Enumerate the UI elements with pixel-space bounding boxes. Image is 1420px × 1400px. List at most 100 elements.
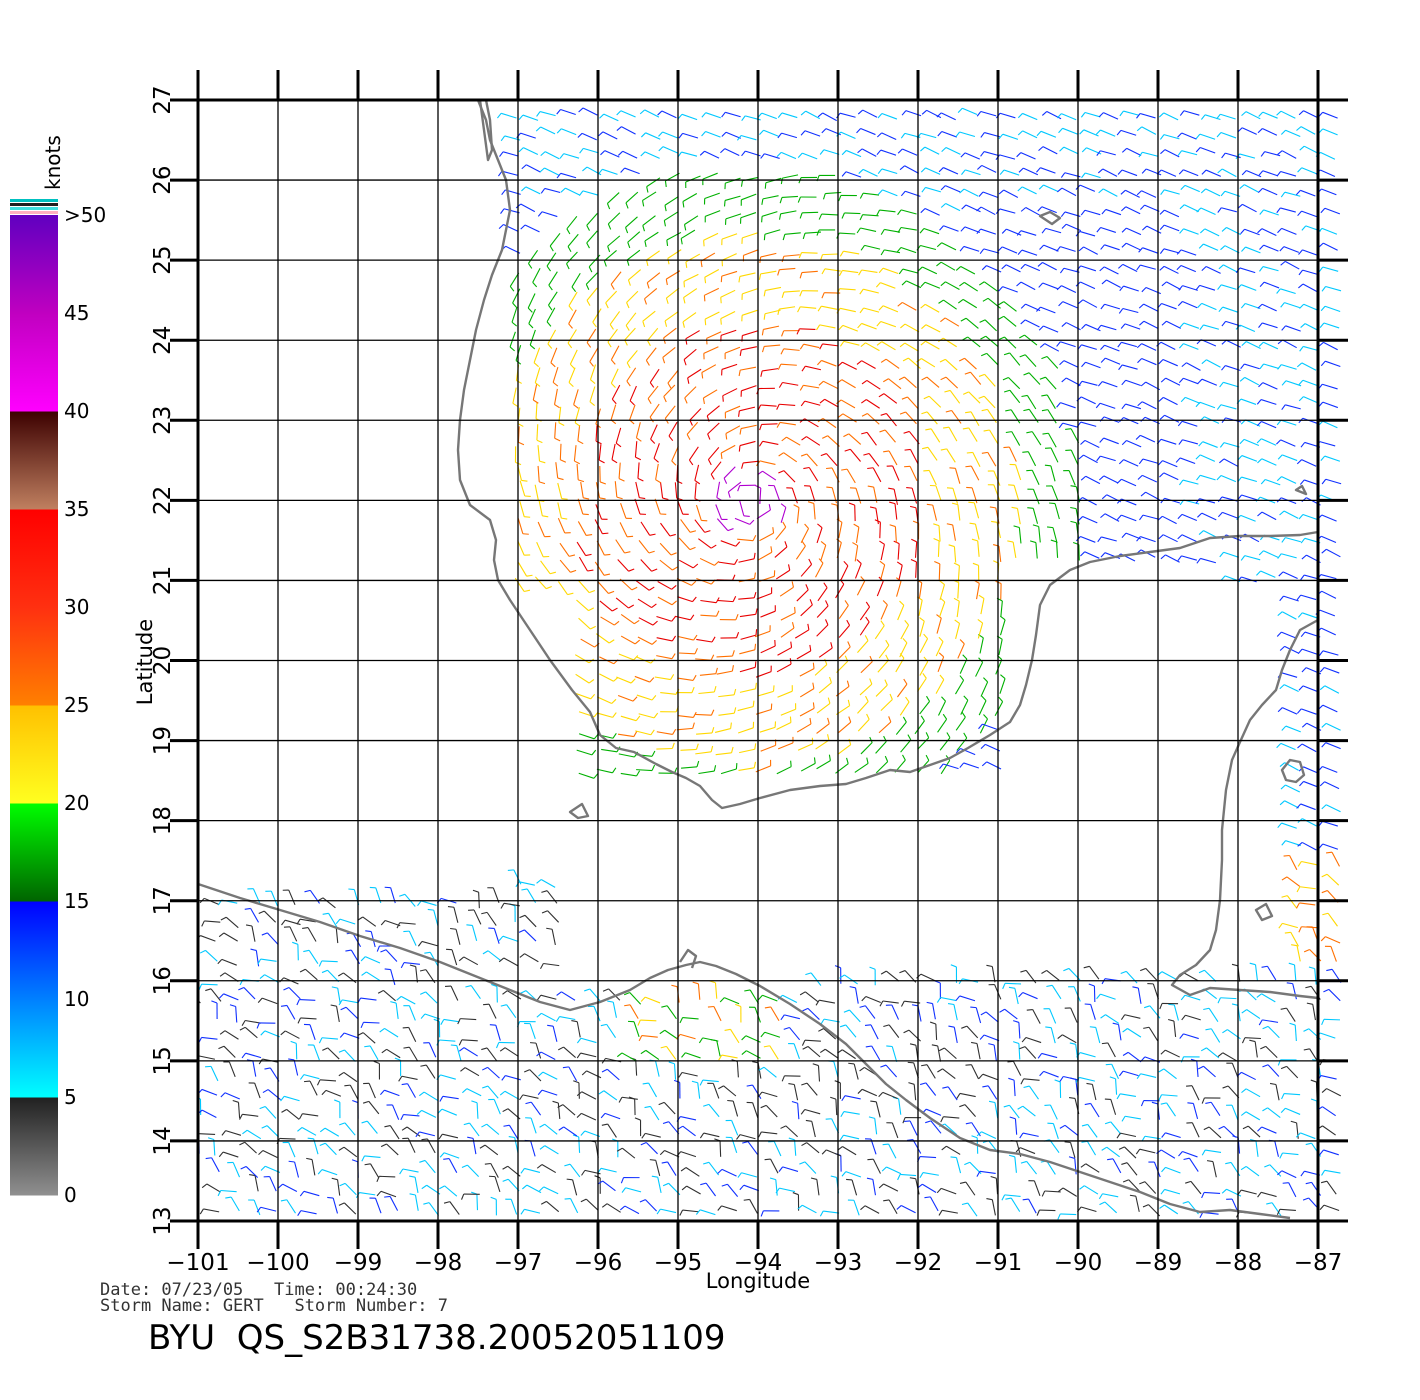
- wind-barb: [1244, 228, 1260, 236]
- wind-barb: [799, 688, 815, 698]
- wind-barb-feather: [923, 395, 930, 400]
- wind-barb: [617, 694, 634, 702]
- wind-barb: [994, 1102, 999, 1119]
- x-tick-label: −101: [166, 1250, 229, 1276]
- wind-barb: [703, 346, 719, 354]
- wind-barb: [608, 988, 621, 1001]
- wind-barb-feather: [955, 748, 961, 754]
- wind-barb-feather: [971, 538, 978, 542]
- wind-barb-feather: [965, 1064, 972, 1066]
- wind-barb: [967, 1202, 978, 1217]
- wind-barb-feather: [960, 152, 966, 158]
- wind-barb-feather: [968, 501, 975, 504]
- wind-barb-feather: [960, 317, 967, 322]
- wind-barb-feather: [618, 1096, 623, 1103]
- wind-barb: [680, 229, 696, 239]
- wind-barb-feather: [419, 1159, 426, 1163]
- wind-barb: [902, 301, 917, 311]
- wind-barb-feather: [443, 1158, 450, 1160]
- wind-barb: [540, 560, 551, 575]
- wind-barb-feather: [644, 1105, 651, 1109]
- wind-barb-feather: [671, 616, 676, 622]
- wind-barb: [1284, 260, 1300, 270]
- wind-barb: [1280, 288, 1296, 295]
- wind-barb: [1322, 401, 1339, 409]
- wind-barb-feather: [797, 1204, 803, 1210]
- wind-barb: [541, 1089, 558, 1096]
- wind-barb: [1102, 168, 1118, 177]
- wind-barb: [1014, 1156, 1017, 1173]
- wind-barb-feather: [610, 382, 616, 388]
- wind-barb: [965, 1181, 976, 1196]
- wind-barb: [882, 267, 899, 274]
- wind-barb: [989, 429, 999, 444]
- wind-barb-feather: [849, 986, 856, 989]
- wind-barb-feather: [519, 953, 525, 958]
- wind-barb: [578, 772, 595, 779]
- wind-barb-feather: [998, 336, 1005, 341]
- wind-barb-feather: [589, 401, 595, 406]
- wind-barb: [664, 405, 676, 419]
- wind-barb-feather: [1195, 401, 1201, 408]
- wind-barb: [1326, 1088, 1342, 1097]
- wind-barb: [1125, 403, 1142, 410]
- wind-barb-feather: [590, 625, 596, 630]
- wind-barb-feather: [878, 267, 884, 274]
- wind-barb-feather: [744, 989, 751, 992]
- wind-barb-feather: [1201, 1097, 1205, 1104]
- wind-barb: [900, 246, 917, 254]
- wind-barb-feather: [409, 964, 416, 968]
- wind-barb: [912, 1139, 922, 1154]
- wind-barb: [1120, 129, 1137, 136]
- wind-barb: [765, 286, 782, 291]
- wind-barb: [806, 1142, 820, 1154]
- wind-barb: [637, 598, 652, 608]
- wind-barb: [634, 441, 638, 458]
- wind-barb-feather: [546, 927, 553, 930]
- wind-barb: [725, 405, 741, 413]
- wind-barb: [962, 107, 978, 115]
- wind-barb-feather: [889, 693, 893, 700]
- wind-barb-feather: [679, 1209, 684, 1216]
- wind-barb-feather: [624, 339, 628, 346]
- wind-barb: [864, 244, 881, 250]
- wind-barb: [1181, 513, 1198, 522]
- wind-barb: [286, 1108, 300, 1120]
- wind-barb-feather: [261, 1125, 268, 1129]
- wind-barb-feather: [627, 279, 631, 286]
- wind-barb: [1319, 609, 1336, 617]
- wind-barb-feather: [646, 186, 649, 193]
- wind-barb-feather: [714, 560, 720, 566]
- wind-barb: [769, 1045, 779, 1060]
- wind-barb-feather: [1107, 1158, 1114, 1161]
- wind-barbs: [198, 107, 1342, 1220]
- wind-barb-feather: [963, 732, 968, 739]
- wind-barb: [1183, 1033, 1199, 1040]
- wind-barb-feather: [1021, 1037, 1027, 1043]
- wind-barb: [332, 1197, 339, 1214]
- wind-barb-feather: [240, 1165, 247, 1170]
- wind-barb: [250, 908, 259, 923]
- wind-barb: [863, 288, 879, 294]
- wind-barb-feather: [283, 987, 290, 991]
- wind-barb-feather: [671, 460, 677, 466]
- wind-barb: [1063, 267, 1080, 273]
- wind-barb-feather: [520, 1209, 525, 1215]
- wind-barb-feather: [820, 254, 824, 261]
- wind-barb-feather: [652, 620, 658, 626]
- wind-barb: [703, 232, 719, 241]
- wind-barb: [917, 737, 930, 750]
- wind-barb-feather: [1256, 570, 1262, 576]
- wind-barb-feather: [799, 212, 803, 219]
- wind-barb: [987, 297, 1001, 309]
- wind-barb: [1300, 189, 1316, 197]
- wind-barb-feather: [926, 503, 933, 506]
- wind-barb: [657, 580, 672, 590]
- wind-barb-feather: [1120, 970, 1127, 975]
- wind-barb: [1328, 989, 1341, 1002]
- wind-barb: [759, 460, 776, 465]
- wind-barb-feather: [899, 342, 906, 348]
- wind-barb-feather: [657, 110, 663, 116]
- wind-barb: [232, 1162, 241, 1178]
- wind-barb: [635, 1059, 638, 1076]
